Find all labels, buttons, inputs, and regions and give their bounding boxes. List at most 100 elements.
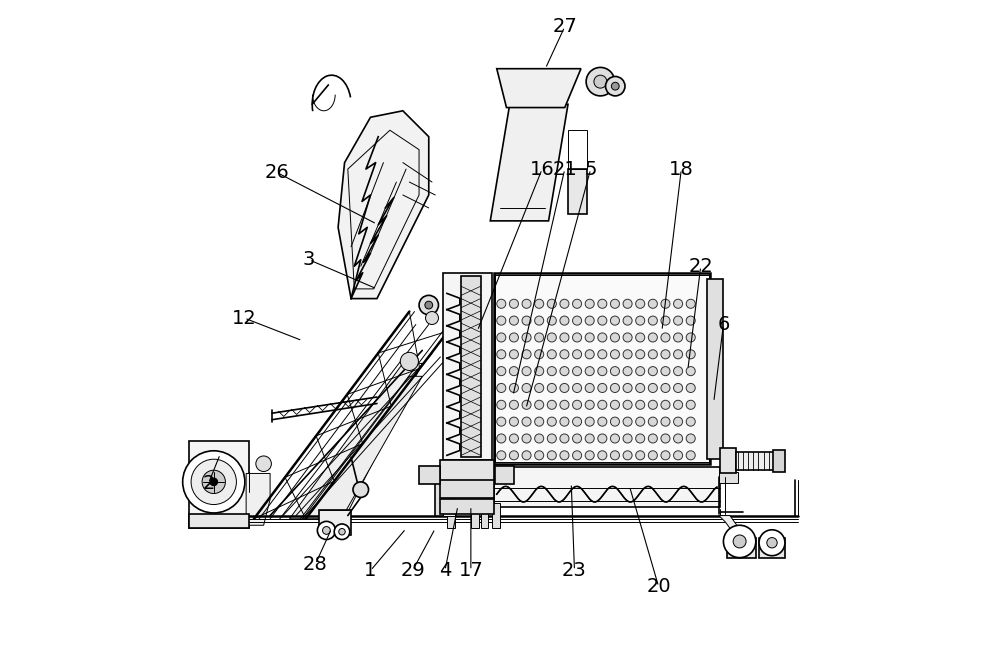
Circle shape <box>573 299 582 308</box>
Circle shape <box>560 400 569 410</box>
Circle shape <box>573 384 582 393</box>
Circle shape <box>648 333 657 342</box>
Circle shape <box>400 352 418 371</box>
Circle shape <box>623 316 632 325</box>
Circle shape <box>623 434 632 443</box>
Circle shape <box>426 312 438 324</box>
Circle shape <box>560 451 569 460</box>
Text: 21: 21 <box>552 160 577 178</box>
Circle shape <box>636 299 645 308</box>
Circle shape <box>636 350 645 359</box>
Bar <box>492 502 500 528</box>
Circle shape <box>509 367 518 376</box>
Circle shape <box>573 367 582 376</box>
Circle shape <box>674 417 683 426</box>
Circle shape <box>522 299 531 308</box>
Circle shape <box>547 316 556 325</box>
Circle shape <box>419 295 438 315</box>
Circle shape <box>674 451 683 460</box>
Text: 23: 23 <box>562 561 587 580</box>
Circle shape <box>598 333 607 342</box>
Circle shape <box>610 316 619 325</box>
Circle shape <box>585 299 594 308</box>
Circle shape <box>585 434 594 443</box>
Circle shape <box>573 350 582 359</box>
Circle shape <box>759 530 785 556</box>
Circle shape <box>535 400 544 410</box>
Text: 22: 22 <box>688 257 713 276</box>
Circle shape <box>598 367 607 376</box>
Circle shape <box>610 299 619 308</box>
Circle shape <box>610 434 619 443</box>
Circle shape <box>353 482 369 497</box>
Circle shape <box>535 350 544 359</box>
Circle shape <box>623 400 632 410</box>
Circle shape <box>623 333 632 342</box>
Circle shape <box>648 350 657 359</box>
Circle shape <box>611 82 619 90</box>
Circle shape <box>723 525 756 557</box>
Text: 26: 26 <box>264 163 289 182</box>
Circle shape <box>535 384 544 393</box>
Bar <box>495 466 514 484</box>
Circle shape <box>535 316 544 325</box>
Circle shape <box>497 400 506 410</box>
Circle shape <box>674 400 683 410</box>
Circle shape <box>598 451 607 460</box>
Circle shape <box>522 350 531 359</box>
Bar <box>319 510 351 535</box>
Bar <box>707 279 723 459</box>
Bar <box>189 514 249 528</box>
Circle shape <box>674 367 683 376</box>
Circle shape <box>767 537 777 548</box>
Polygon shape <box>338 111 429 299</box>
Circle shape <box>535 417 544 426</box>
Circle shape <box>560 350 569 359</box>
Circle shape <box>535 367 544 376</box>
Circle shape <box>497 434 506 443</box>
Circle shape <box>573 400 582 410</box>
Bar <box>495 275 709 463</box>
Circle shape <box>256 456 271 472</box>
Circle shape <box>594 75 607 88</box>
Circle shape <box>686 350 695 359</box>
Circle shape <box>598 299 607 308</box>
Circle shape <box>623 451 632 460</box>
Circle shape <box>497 299 506 308</box>
Circle shape <box>661 350 670 359</box>
Circle shape <box>636 451 645 460</box>
Circle shape <box>509 350 518 359</box>
Circle shape <box>509 451 518 460</box>
Circle shape <box>509 434 518 443</box>
Circle shape <box>674 316 683 325</box>
Bar <box>727 538 756 557</box>
Circle shape <box>585 316 594 325</box>
Bar <box>435 480 447 515</box>
Circle shape <box>636 384 645 393</box>
Circle shape <box>661 451 670 460</box>
Bar <box>773 450 785 472</box>
Polygon shape <box>302 376 422 519</box>
Bar <box>494 467 720 507</box>
Circle shape <box>202 471 225 493</box>
Circle shape <box>547 434 556 443</box>
Circle shape <box>560 367 569 376</box>
Circle shape <box>317 521 336 539</box>
Circle shape <box>535 333 544 342</box>
Circle shape <box>585 350 594 359</box>
Circle shape <box>598 316 607 325</box>
Circle shape <box>425 301 433 309</box>
Circle shape <box>610 417 619 426</box>
Circle shape <box>560 384 569 393</box>
Circle shape <box>509 384 518 393</box>
Bar <box>443 467 455 515</box>
Circle shape <box>522 417 531 426</box>
Circle shape <box>323 526 330 534</box>
Polygon shape <box>290 363 422 519</box>
Bar <box>189 441 249 528</box>
Circle shape <box>686 299 695 308</box>
Text: 1: 1 <box>364 561 377 580</box>
Circle shape <box>573 451 582 460</box>
Circle shape <box>674 299 683 308</box>
Circle shape <box>606 77 625 96</box>
